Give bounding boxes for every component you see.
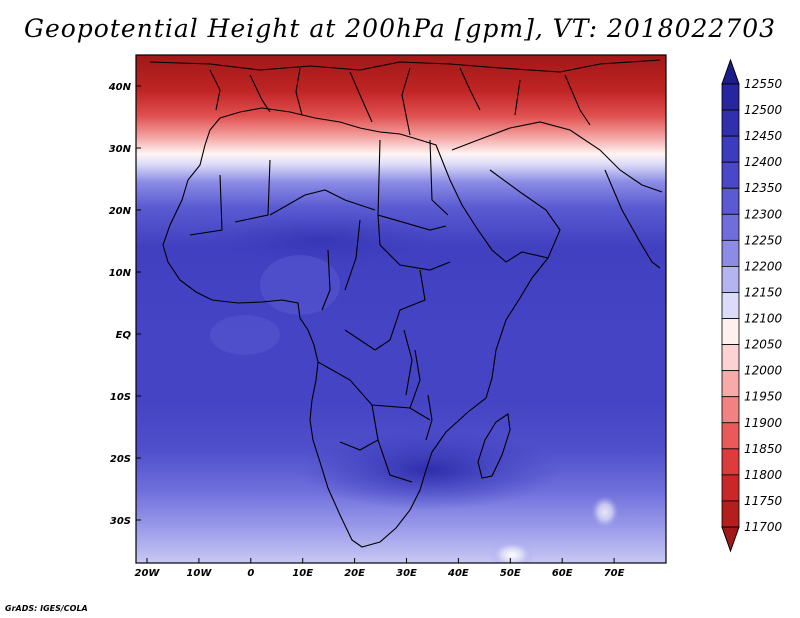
lon-label: 30E — [396, 568, 417, 579]
colorbar-segment — [721, 266, 740, 293]
colorbar-label: 12450 — [744, 129, 783, 143]
colorbar-segment — [721, 500, 740, 528]
colorbar-label: 11750 — [744, 494, 783, 508]
colorbar-label: 11900 — [744, 416, 783, 430]
lon-label: 10W — [186, 568, 212, 579]
lon-label: 70E — [604, 568, 625, 579]
lon-label: 60E — [552, 568, 573, 579]
lat-label: 30N — [109, 144, 132, 155]
colorbar-segment — [721, 292, 740, 319]
colorbar-label: 11700 — [744, 520, 783, 534]
latitude-ticks — [136, 85, 141, 521]
colorbar-segment — [721, 239, 740, 267]
lat-label: 10N — [109, 268, 132, 279]
lat-label: 30S — [110, 516, 131, 527]
colorbar-label: 12400 — [744, 155, 783, 169]
colorbar-segment — [721, 135, 740, 163]
colorbar-label: 12500 — [744, 103, 783, 117]
lat-label: 20S — [110, 454, 131, 465]
lon-label: 0 — [247, 568, 254, 579]
colorbar-segment — [721, 187, 740, 215]
lon-label: 40E — [447, 568, 469, 579]
lon-label: 20W — [135, 568, 161, 579]
colorbar-label: 12000 — [744, 364, 783, 378]
lat-label: 20N — [109, 206, 132, 217]
longitude-labels: 20W 10W 0 10E 20E 30E 40E 50E 60E 70E — [135, 568, 625, 579]
map-title: Geopotential Height at 200hPa [gpm], VT:… — [23, 14, 777, 43]
colorbar-segment — [721, 318, 740, 345]
credit-label: GrADS: IGES/COLA — [5, 604, 88, 613]
lon-label: 20E — [344, 568, 365, 579]
colorbar-label: 12250 — [744, 233, 783, 247]
colorbar-label: 12100 — [744, 312, 783, 326]
colorbar-segment — [721, 448, 740, 476]
lat-label: EQ — [116, 330, 132, 341]
colorbar-label: 11950 — [744, 390, 783, 404]
colorbar-label: 11800 — [744, 468, 783, 482]
colorbar-segment — [721, 213, 740, 241]
plot-frame — [135, 54, 667, 564]
colorbar-label: 12350 — [744, 181, 783, 195]
colorbar-top-triangle — [721, 58, 740, 85]
colorbar-label: 11850 — [744, 442, 783, 456]
colorbar-segment — [721, 344, 740, 372]
colorbar-label: 12550 — [744, 77, 783, 91]
colorbar-segment — [721, 161, 740, 189]
colorbar-segment — [721, 109, 740, 137]
colorbar-label: 12200 — [744, 259, 783, 273]
colorbar: 12550 12500 12450 12400 12350 12300 12250 12200… — [721, 58, 783, 553]
colorbar-segment — [721, 474, 740, 502]
colorbar-segment — [721, 422, 740, 450]
colorbar-segment — [721, 396, 740, 424]
colorbar-segment — [721, 370, 740, 398]
colorbar-label: 12150 — [744, 285, 783, 299]
colorbar-bottom-triangle — [721, 526, 740, 553]
latitude-labels: 40N 30N 20N 10N EQ 10S 20S 30S — [108, 82, 132, 527]
lat-label: 10S — [110, 392, 131, 403]
coastlines — [149, 59, 663, 548]
colorbar-segment — [721, 83, 740, 111]
lon-label: 50E — [500, 568, 521, 579]
lat-label: 40N — [108, 82, 132, 93]
geopotential-field — [136, 55, 666, 563]
colorbar-label: 12050 — [744, 338, 783, 352]
longitude-ticks — [146, 558, 615, 563]
lon-label: 10E — [292, 568, 313, 579]
colorbar-label: 12300 — [744, 207, 783, 221]
